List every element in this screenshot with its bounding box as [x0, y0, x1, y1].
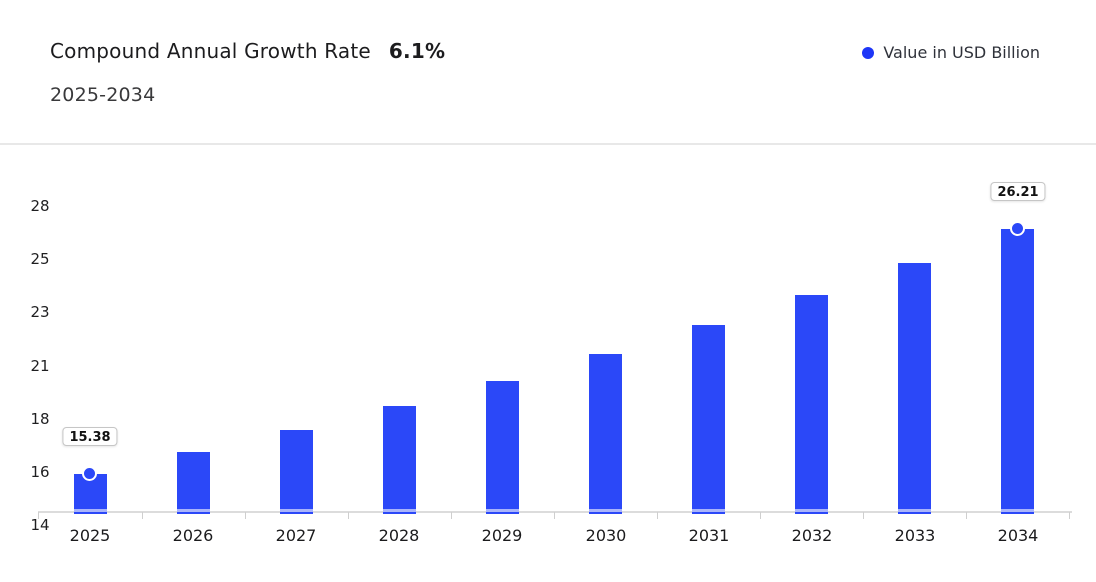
bar-base-stripe — [1001, 509, 1034, 512]
bar-2030[interactable] — [589, 354, 622, 514]
bar-base-stripe — [898, 509, 931, 512]
legend-item-value-usd-billion[interactable]: Value in USD Billion — [862, 43, 1040, 62]
legend-label: Value in USD Billion — [883, 43, 1040, 62]
x-tick-label-2029: 2029 — [481, 526, 523, 545]
value-label-2034: 26.21 — [990, 182, 1046, 201]
y-tick-label-23: 23 — [30, 303, 50, 321]
bar-base-stripe — [177, 509, 210, 512]
x-tick-label-2027: 2027 — [275, 526, 317, 545]
bar-base-stripe — [795, 509, 828, 512]
bar-2028[interactable] — [383, 406, 416, 514]
chart-title: Compound Annual Growth Rate — [50, 39, 371, 63]
x-tick-mark — [966, 512, 967, 519]
x-tick-label-2028: 2028 — [378, 526, 420, 545]
bar-2027[interactable] — [280, 430, 313, 514]
x-tick-mark — [451, 512, 452, 519]
bar-base-stripe — [486, 509, 519, 512]
y-tick-label-18: 18 — [30, 410, 50, 428]
x-tick-mark — [245, 512, 246, 519]
x-tick-mark — [760, 512, 761, 519]
chart-subtitle: 2025-2034 — [50, 84, 156, 106]
x-tick-label-2025: 2025 — [69, 526, 111, 545]
x-tick-mark — [554, 512, 555, 519]
y-tick-label-25: 25 — [30, 250, 50, 268]
x-tick-mark — [863, 512, 864, 519]
x-tick-mark — [657, 512, 658, 519]
bar-2026[interactable] — [177, 452, 210, 514]
y-tick-label-21: 21 — [30, 357, 50, 375]
bar-base-stripe — [589, 509, 622, 512]
x-tick-label-2030: 2030 — [585, 526, 627, 545]
x-tick-label-2034: 2034 — [997, 526, 1039, 545]
value-label-2025: 15.38 — [62, 427, 118, 446]
x-tick-mark — [1069, 512, 1070, 519]
cagr-value: 6.1% — [388, 39, 446, 63]
bar-2033[interactable] — [898, 263, 931, 514]
x-axis-line — [38, 511, 1072, 513]
y-tick-label-14: 14 — [30, 516, 50, 534]
bar-2034[interactable] — [1001, 229, 1034, 514]
marker-dot-2025[interactable] — [82, 466, 97, 481]
y-tick-label-28: 28 — [30, 197, 50, 215]
bar-base-stripe — [74, 509, 107, 512]
header-divider — [0, 143, 1096, 145]
legend-dot-icon — [862, 46, 875, 59]
x-tick-mark — [142, 512, 143, 519]
x-tick-label-2033: 2033 — [894, 526, 936, 545]
x-tick-label-2026: 2026 — [172, 526, 214, 545]
bar-base-stripe — [692, 509, 725, 512]
bar-2032[interactable] — [795, 295, 828, 514]
x-tick-mark — [348, 512, 349, 519]
x-tick-label-2031: 2031 — [688, 526, 730, 545]
bar-base-stripe — [383, 509, 416, 512]
y-tick-label-16: 16 — [30, 463, 50, 481]
bar-base-stripe — [280, 509, 313, 512]
bar-2029[interactable] — [486, 381, 519, 514]
page-title: Compound Annual Growth Rate 6.1% — [50, 39, 445, 63]
x-tick-label-2032: 2032 — [791, 526, 833, 545]
x-tick-mark — [38, 512, 39, 519]
bar-2031[interactable] — [692, 325, 725, 514]
marker-dot-2034[interactable] — [1010, 221, 1025, 236]
